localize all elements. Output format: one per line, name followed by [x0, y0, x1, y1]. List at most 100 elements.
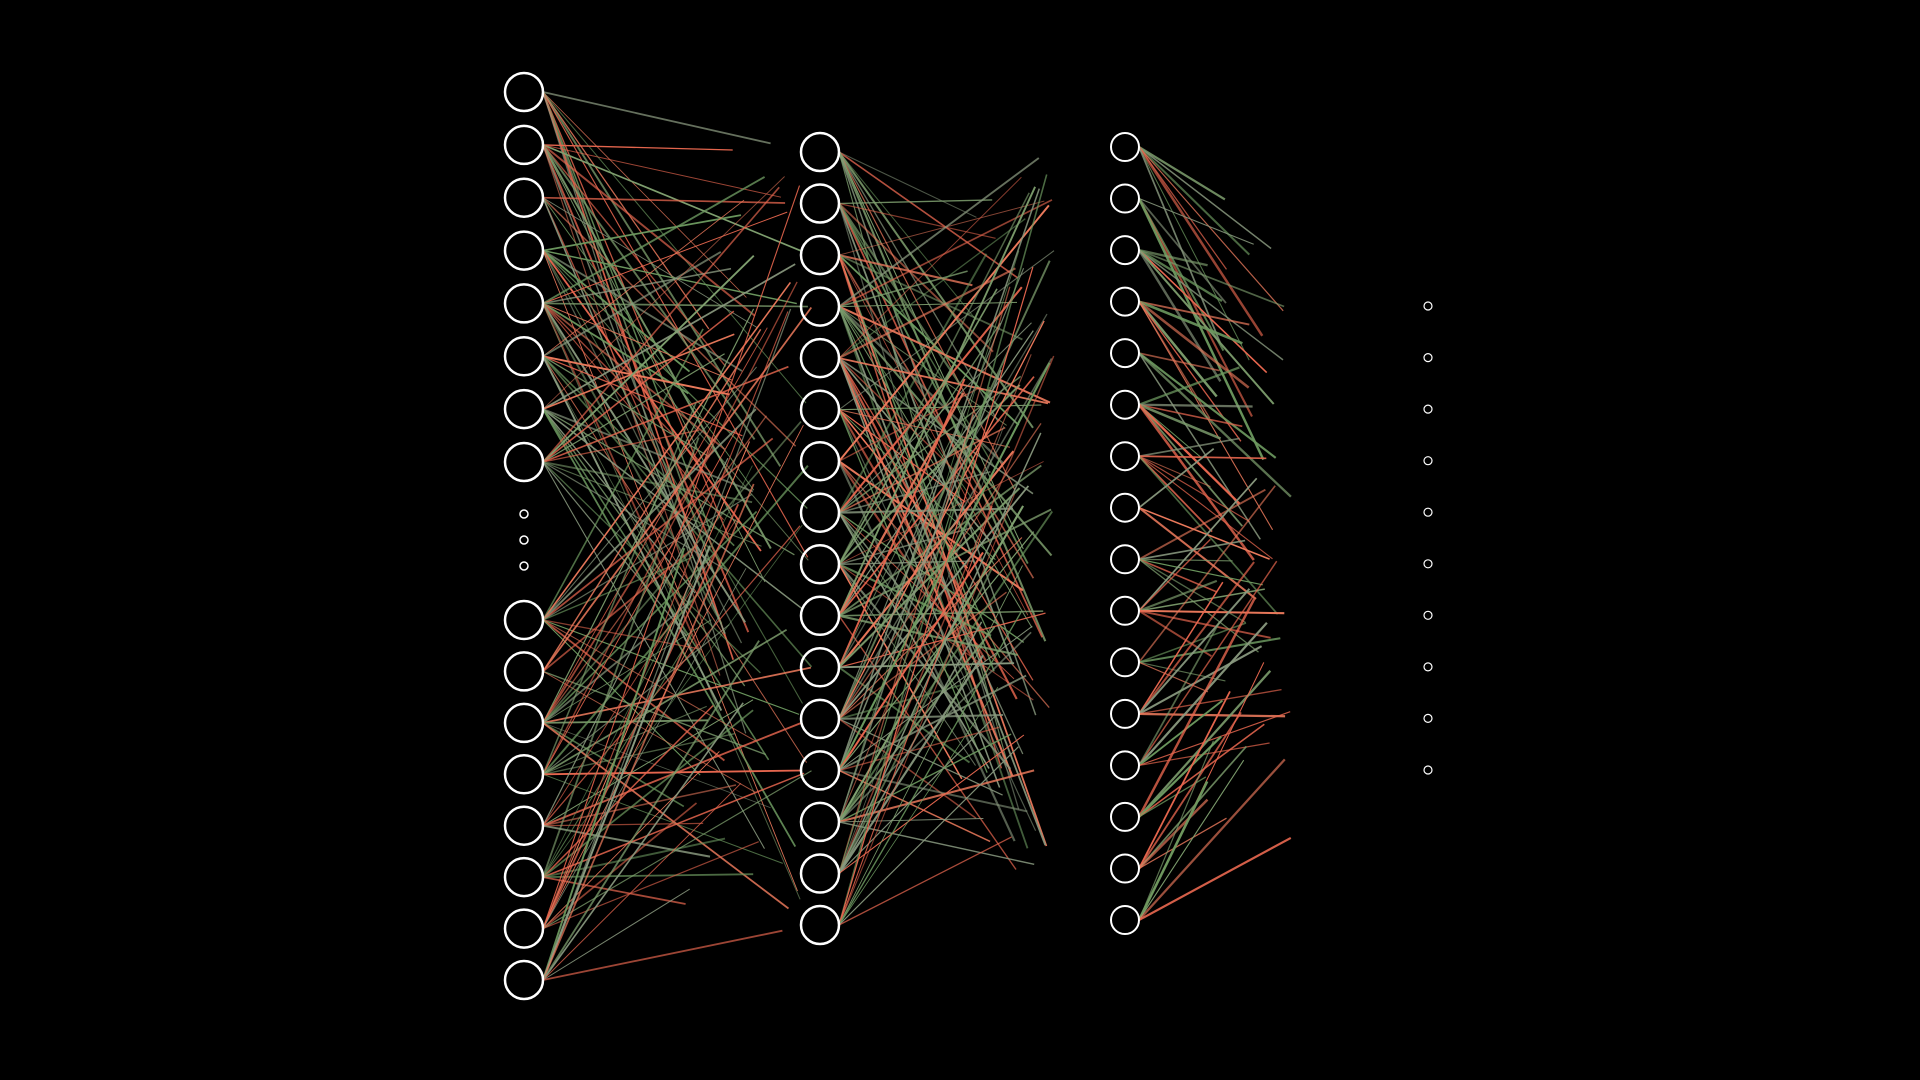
connection-line — [542, 415, 768, 724]
connection-line — [1138, 403, 1243, 428]
connection-line — [1138, 455, 1250, 523]
connection-line — [542, 144, 756, 440]
connection-line — [542, 493, 753, 621]
connection-line — [542, 556, 694, 621]
neuron-layer-1 — [503, 959, 545, 1001]
connection-line — [542, 91, 747, 298]
connection-line — [1138, 403, 1241, 505]
connection-line — [838, 409, 987, 662]
connection-line — [838, 414, 975, 823]
connection-line — [838, 192, 1030, 565]
connection-line — [1138, 300, 1243, 345]
connection-line — [542, 519, 737, 826]
connection-line — [1138, 455, 1273, 560]
connection-line — [542, 633, 693, 878]
connection-line — [542, 365, 789, 463]
neuron-layer-1 — [503, 599, 545, 641]
connection-line — [838, 322, 1032, 514]
connection-line — [1138, 538, 1211, 612]
connection-line — [542, 461, 753, 504]
connection-line — [542, 144, 801, 252]
connection-line — [838, 507, 1014, 514]
connection-line — [542, 699, 754, 827]
connection-line — [838, 270, 968, 308]
connection-line — [838, 531, 1035, 771]
connection-line — [838, 202, 994, 353]
connection-line — [838, 376, 1035, 617]
neuron-layer-2 — [799, 286, 841, 327]
connection-line — [1138, 581, 1224, 715]
connection-line — [1138, 745, 1248, 870]
connection-line — [1138, 403, 1253, 408]
connection-line — [1138, 477, 1258, 612]
connection-line — [542, 619, 701, 776]
connection-line — [838, 151, 1034, 429]
connection-line — [1138, 404, 1243, 527]
neuron-layer-4 — [1423, 765, 1433, 775]
connection-line — [838, 151, 999, 423]
connection-line — [1138, 609, 1285, 615]
connection-line — [1138, 300, 1250, 326]
neuron-layer-2 — [799, 647, 841, 688]
connection-line — [542, 250, 803, 704]
neuron-layer-1 — [503, 805, 545, 846]
connection-line — [1138, 661, 1226, 682]
neuron-layer-4 — [1423, 559, 1433, 569]
neuron-layer-3 — [1110, 132, 1140, 162]
neuron-layer-4 — [1423, 456, 1433, 466]
neuron-layer-2 — [799, 440, 841, 482]
connection-line — [542, 176, 785, 410]
connection-line — [542, 267, 732, 305]
connection-line — [838, 305, 1004, 464]
neuron-layer-3 — [1110, 492, 1140, 523]
connection-line — [838, 836, 1012, 926]
connection-line — [838, 250, 1020, 823]
neuron-layer-3 — [1110, 183, 1140, 214]
connection-line — [1138, 699, 1223, 767]
connection-line — [542, 197, 755, 491]
connection-line — [838, 625, 1033, 771]
connection-line — [1138, 300, 1250, 389]
connection-line — [542, 302, 689, 395]
neuron-layer-3 — [1110, 389, 1140, 420]
neuron-layer-3 — [1110, 595, 1140, 626]
connection-line — [542, 197, 797, 447]
connection-line — [838, 505, 993, 926]
connection-line — [1138, 448, 1215, 509]
neuron-layer-1 — [503, 124, 545, 166]
connection-line — [542, 306, 813, 672]
connection-line — [542, 308, 792, 981]
connection-line — [1138, 561, 1255, 715]
connection-line — [838, 174, 1048, 926]
neuron-layer-4 — [1423, 610, 1433, 620]
connection-line — [838, 375, 1022, 514]
connection-line — [542, 429, 700, 463]
connection-line — [542, 702, 744, 981]
connection-line — [542, 91, 712, 532]
neuron-layer-2 — [799, 131, 841, 173]
connection-line — [542, 214, 742, 252]
connection-line — [1138, 437, 1240, 458]
connection-line — [1138, 352, 1292, 498]
connection-line — [1138, 558, 1263, 586]
neuron-layer-2 — [799, 904, 841, 946]
connection-line — [1138, 712, 1286, 718]
connection-line — [542, 784, 737, 827]
neuron-layer-4 — [1423, 662, 1433, 672]
connection-line — [838, 426, 1006, 514]
connection-line — [838, 611, 1022, 926]
connection-line — [542, 199, 745, 357]
connection-line — [542, 185, 801, 929]
connection-line — [542, 263, 796, 410]
connection-line — [542, 250, 798, 892]
connection-line — [1138, 740, 1214, 921]
connection-line — [1138, 558, 1259, 653]
ellipsis-dot — [519, 535, 529, 545]
connection-line — [542, 144, 727, 367]
connection-line — [1138, 661, 1209, 693]
connection-line — [838, 487, 1021, 669]
connection-line — [542, 437, 774, 621]
connection-line — [542, 709, 754, 878]
connection-line — [542, 91, 809, 558]
connection-line — [542, 91, 807, 404]
